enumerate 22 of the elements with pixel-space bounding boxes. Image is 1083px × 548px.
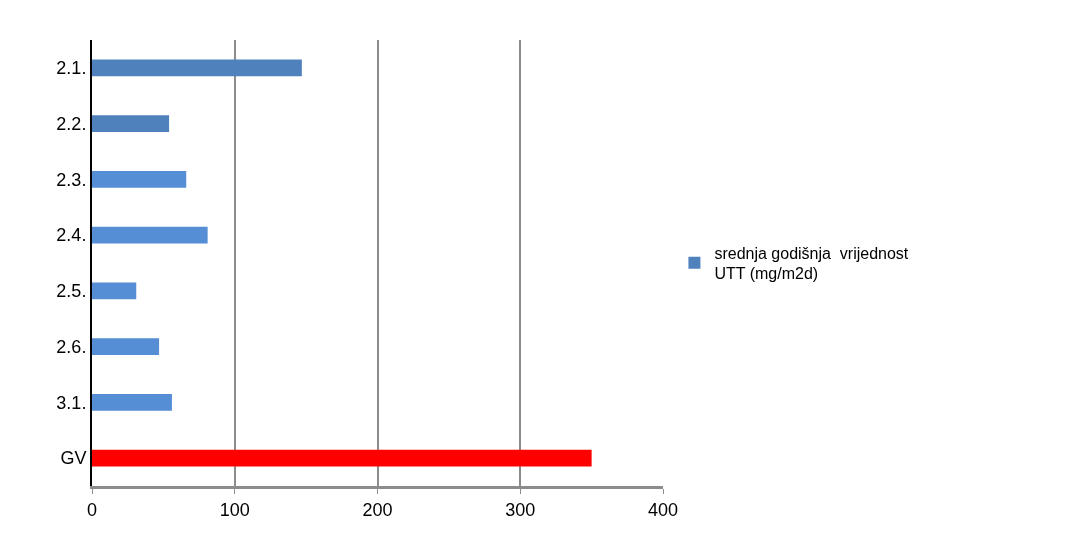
x-tick-label: 400: [647, 499, 679, 520]
y-tick-label: 2.1.: [56, 58, 87, 79]
bar: [92, 59, 302, 77]
bar: [92, 282, 137, 300]
bar: [92, 226, 208, 244]
y-tick-label: GV: [60, 448, 87, 469]
y-tick-label: 2.2.: [56, 113, 87, 134]
x-tick-label: 100: [219, 499, 250, 520]
y-tick-label: 2.6.: [56, 336, 87, 357]
x-tick-label: 300: [505, 499, 536, 520]
legend-label: srednja godišnja vrijednost UTT (mg/m2d): [714, 244, 909, 283]
bar: [92, 115, 170, 132]
y-tick-label: 2.5.: [56, 281, 87, 302]
bar: [92, 171, 187, 188]
x-tick-label: 0: [86, 499, 98, 520]
y-tick-label: 2.4.: [56, 225, 87, 246]
y-tick-label: 2.3.: [56, 169, 87, 190]
x-tick-label: 200: [362, 499, 393, 520]
y-tick-label: 3.1.: [56, 392, 87, 413]
bar: [92, 338, 160, 355]
bar: [92, 449, 592, 467]
bar: [92, 394, 172, 411]
